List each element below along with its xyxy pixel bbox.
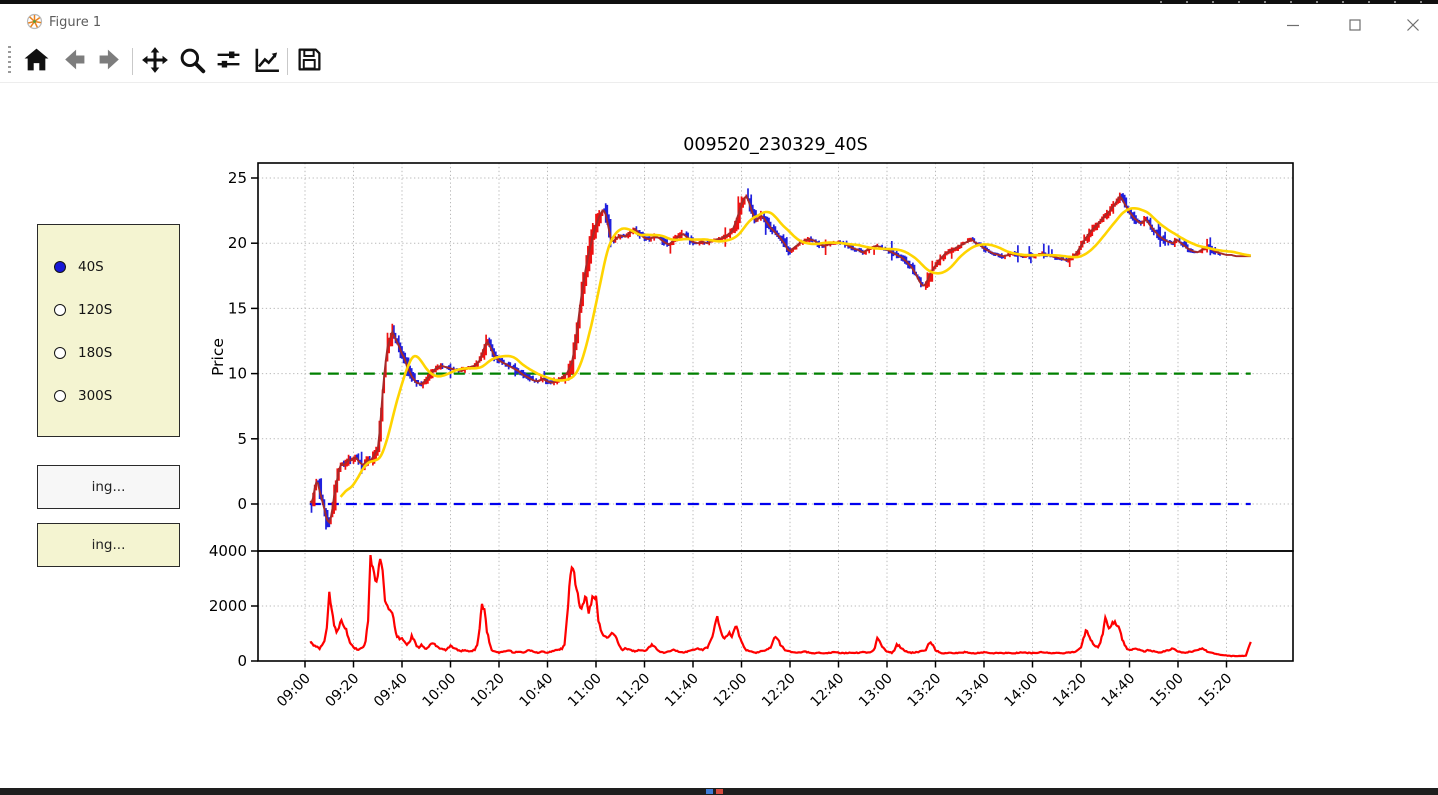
radio-unselected-icon [54, 389, 66, 402]
volume-line [309, 554, 1252, 658]
matplotlib-toolbar [0, 41, 1438, 83]
chart-title: 009520_230329_40S [683, 135, 868, 155]
pan-move-icon [141, 46, 169, 78]
toolbar-separator [287, 48, 288, 75]
xtick-label: 14:00 [1001, 671, 1041, 711]
price-ytick-label: 15 [228, 299, 247, 317]
xtick-label: 15:00 [1147, 671, 1187, 711]
taskbar-accent [716, 789, 723, 794]
back-arrow-icon [60, 46, 87, 77]
volume-ytick-label: 0 [237, 652, 247, 670]
background-window-edge [0, 0, 1438, 4]
home-button[interactable] [18, 44, 55, 80]
line-chart-icon [252, 46, 280, 78]
radio-unselected-icon [54, 303, 66, 316]
xtick-label: 13:00 [856, 671, 896, 711]
xtick-label: 12:00 [710, 671, 750, 711]
xtick-label: 09:00 [274, 671, 314, 711]
volume-ytick-label: 4000 [209, 542, 247, 560]
back-button[interactable] [55, 44, 92, 80]
window-title: Figure 1 [49, 15, 102, 30]
xtick-label: 14:20 [1050, 671, 1090, 711]
xtick-label: 12:20 [759, 671, 799, 711]
xtick-label: 09:40 [371, 671, 411, 711]
radio-option-180s[interactable]: 180S [38, 331, 179, 374]
forward-arrow-icon [97, 46, 124, 77]
volume-ytick-label: 2000 [209, 597, 247, 615]
xtick-label: 09:20 [322, 671, 362, 711]
xtick-label: 13:20 [904, 671, 944, 711]
price-ytick-label: 25 [228, 169, 247, 187]
radio-selected-icon [54, 260, 66, 273]
matplotlib-logo-icon [26, 13, 43, 30]
home-icon [23, 46, 50, 77]
xtick-label: 10:20 [468, 671, 508, 711]
floppy-disk-icon [296, 46, 323, 77]
price-ytick-label: 20 [228, 234, 247, 252]
close-button[interactable] [1398, 12, 1428, 38]
toolbar-grip-handle[interactable] [8, 46, 11, 76]
xtick-label: 15:20 [1195, 671, 1235, 711]
forward-button[interactable] [92, 44, 129, 80]
xtick-label: 11:40 [662, 671, 702, 711]
xtick-label: 11:00 [565, 671, 605, 711]
pan-button[interactable] [136, 44, 173, 80]
xtick-label: 10:40 [516, 671, 556, 711]
tick-marks [251, 177, 1228, 668]
background-window-artifacts [1160, 1, 1425, 3]
reference-lines [309, 372, 1251, 506]
moving-average-line [339, 207, 1251, 498]
xtick-label: 14:40 [1098, 671, 1138, 711]
price-ytick-label: 5 [237, 430, 247, 448]
action-button-top[interactable]: ing... [37, 465, 180, 509]
window-titlebar[interactable]: Figure 1 [0, 4, 1438, 41]
price-ytick-label: 10 [228, 365, 247, 383]
toolbar-separator [132, 48, 133, 75]
taskbar-accent [706, 789, 713, 794]
action-button-bottom[interactable]: ing... [37, 523, 180, 567]
edit-axis-button[interactable] [247, 44, 284, 80]
axes-spines [257, 162, 1294, 662]
gridlines [258, 163, 1293, 662]
radio-option-300s[interactable]: 300S [38, 374, 179, 417]
price-axis-label: Price [209, 338, 227, 376]
price-ytick-label: 0 [237, 495, 247, 513]
xtick-label: 10:00 [419, 671, 459, 711]
configure-subplots-button[interactable] [210, 44, 247, 80]
magnifier-icon [178, 46, 206, 78]
candlesticks [310, 188, 1221, 530]
xtick-label: 12:40 [807, 671, 847, 711]
radio-option-40s[interactable]: 40S [38, 245, 179, 288]
minimize-button[interactable] [1278, 12, 1308, 38]
maximize-button[interactable] [1340, 12, 1370, 38]
zoom-button[interactable] [173, 44, 210, 80]
interval-radio-group: 40S 120S 180S 300S [37, 224, 180, 437]
sliders-icon [215, 46, 242, 77]
radio-option-120s[interactable]: 120S [38, 288, 179, 331]
xtick-label: 11:20 [613, 671, 653, 711]
radio-unselected-icon [54, 346, 66, 359]
save-button[interactable] [291, 44, 328, 80]
price-line [309, 194, 1251, 525]
xtick-label: 13:40 [953, 671, 993, 711]
